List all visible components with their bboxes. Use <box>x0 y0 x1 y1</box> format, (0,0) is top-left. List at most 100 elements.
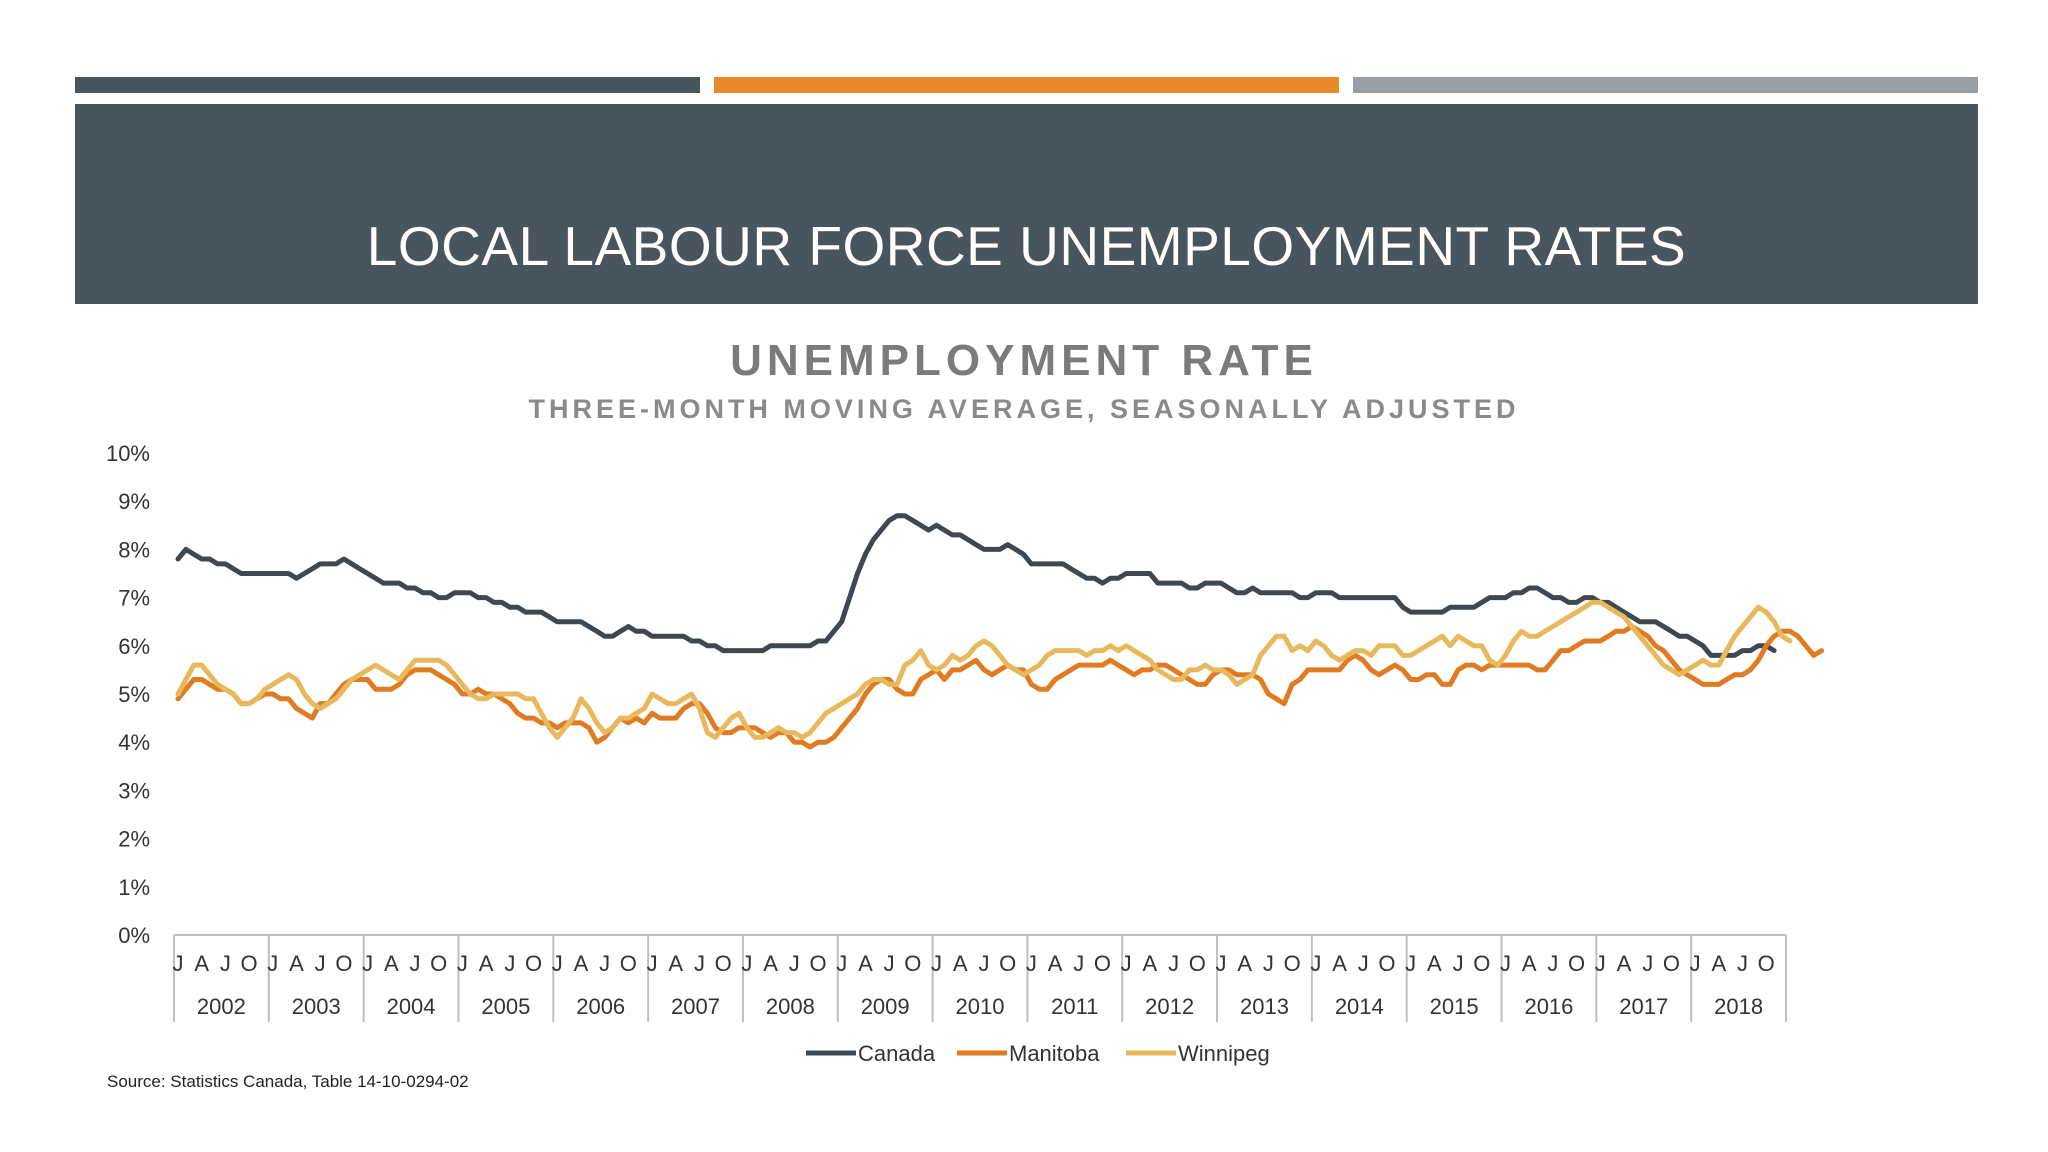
month-tick-label: O <box>1189 951 1206 976</box>
month-tick-label: A <box>668 951 683 976</box>
month-tick-label: O <box>809 951 826 976</box>
month-tick-label: A <box>858 951 873 976</box>
month-tick-label: J <box>1547 951 1558 976</box>
year-label: 2007 <box>671 994 720 1019</box>
month-tick-label: A <box>953 951 968 976</box>
month-tick-label: J <box>1737 951 1748 976</box>
y-tick-label: 4% <box>118 730 150 755</box>
month-tick-label: J <box>504 951 515 976</box>
y-tick-label: 5% <box>118 682 150 707</box>
month-tick-label: J <box>978 951 989 976</box>
y-tick-label: 8% <box>118 537 150 562</box>
month-tick-label: O <box>1758 951 1775 976</box>
month-tick-label: J <box>1453 951 1464 976</box>
year-label: 2013 <box>1240 994 1289 1019</box>
year-label: 2004 <box>387 994 436 1019</box>
month-tick-label: A <box>1048 951 1063 976</box>
month-tick-label: O <box>1473 951 1490 976</box>
month-tick-label: J <box>647 951 658 976</box>
year-label: 2015 <box>1430 994 1479 1019</box>
month-tick-label: O <box>1568 951 1585 976</box>
month-tick-label: O <box>620 951 637 976</box>
month-tick-label: J <box>410 951 421 976</box>
month-tick-label: J <box>1026 951 1037 976</box>
year-label: 2009 <box>861 994 910 1019</box>
month-tick-label: J <box>267 951 278 976</box>
month-tick-label: A <box>1617 951 1632 976</box>
month-tick-label: J <box>1642 951 1653 976</box>
slide-title: LOCAL LABOUR FORCE UNEMPLOYMENT RATES <box>366 215 1687 277</box>
month-tick-label: J <box>1405 951 1416 976</box>
year-label: 2012 <box>1145 994 1194 1019</box>
year-label: 2006 <box>576 994 625 1019</box>
month-tick-label: O <box>904 951 921 976</box>
legend-label: Manitoba <box>1009 1041 1100 1066</box>
y-tick-label: 3% <box>118 778 150 803</box>
month-tick-label: A <box>289 951 304 976</box>
series-line-canada <box>175 513 1777 658</box>
year-label: 2005 <box>481 994 530 1019</box>
month-tick-label: J <box>172 951 183 976</box>
month-tick-label: J <box>362 951 373 976</box>
month-tick-label: J <box>789 951 800 976</box>
month-tick-label: O <box>525 951 542 976</box>
chart-subtitle: THREE-MONTH MOVING AVERAGE, SEASONALLY A… <box>528 394 1520 424</box>
month-tick-label: A <box>194 951 209 976</box>
month-tick-label: J <box>1358 951 1369 976</box>
month-tick-label: J <box>931 951 942 976</box>
month-tick-label: A <box>574 951 589 976</box>
month-tick-label: J <box>1310 951 1321 976</box>
month-tick-label: J <box>457 951 468 976</box>
year-label: 2016 <box>1524 994 1573 1019</box>
month-tick-label: J <box>1216 951 1227 976</box>
month-tick-label: J <box>1690 951 1701 976</box>
year-label: 2017 <box>1619 994 1668 1019</box>
month-tick-label: O <box>241 951 258 976</box>
month-tick-label: J <box>1168 951 1179 976</box>
month-tick-label: O <box>335 951 352 976</box>
month-tick-label: J <box>315 951 326 976</box>
month-tick-label: A <box>384 951 399 976</box>
month-tick-label: O <box>1094 951 1111 976</box>
y-tick-label: 6% <box>118 634 150 659</box>
accent-bar-orange <box>714 77 1339 93</box>
series-line-manitoba <box>175 624 1825 750</box>
year-label: 2018 <box>1714 994 1763 1019</box>
y-tick-label: 1% <box>118 875 150 900</box>
y-tick-label: 2% <box>118 827 150 852</box>
month-tick-label: J <box>741 951 752 976</box>
month-tick-label: J <box>884 951 895 976</box>
month-tick-label: J <box>1500 951 1511 976</box>
month-tick-label: O <box>715 951 732 976</box>
month-tick-label: O <box>1663 951 1680 976</box>
year-label: 2010 <box>956 994 1005 1019</box>
month-tick-label: A <box>479 951 494 976</box>
month-tick-label: O <box>430 951 447 976</box>
month-tick-label: J <box>1595 951 1606 976</box>
month-tick-label: J <box>1121 951 1132 976</box>
month-tick-label: O <box>999 951 1016 976</box>
y-tick-label: 0% <box>118 923 150 948</box>
month-tick-label: J <box>220 951 231 976</box>
chart-title: UNEMPLOYMENT RATE <box>730 336 1318 385</box>
month-tick-label: O <box>1378 951 1395 976</box>
accent-bar-dark <box>75 77 700 93</box>
legend-label: Canada <box>858 1041 936 1066</box>
month-tick-label: A <box>1522 951 1537 976</box>
year-label: 2014 <box>1335 994 1384 1019</box>
month-tick-label: J <box>599 951 610 976</box>
month-tick-label: A <box>1237 951 1252 976</box>
month-tick-label: J <box>694 951 705 976</box>
y-tick-label: 10% <box>106 441 150 466</box>
year-label: 2003 <box>292 994 341 1019</box>
month-tick-label: J <box>552 951 563 976</box>
title-banner: LOCAL LABOUR FORCE UNEMPLOYMENT RATES <box>75 104 1978 304</box>
y-tick-label: 7% <box>118 586 150 611</box>
month-tick-label: J <box>1263 951 1274 976</box>
month-tick-label: A <box>1332 951 1347 976</box>
source-note: Source: Statistics Canada, Table 14-10-0… <box>107 1072 469 1091</box>
month-tick-label: A <box>763 951 778 976</box>
month-tick-label: A <box>1427 951 1442 976</box>
legend-label: Winnipeg <box>1178 1041 1270 1066</box>
